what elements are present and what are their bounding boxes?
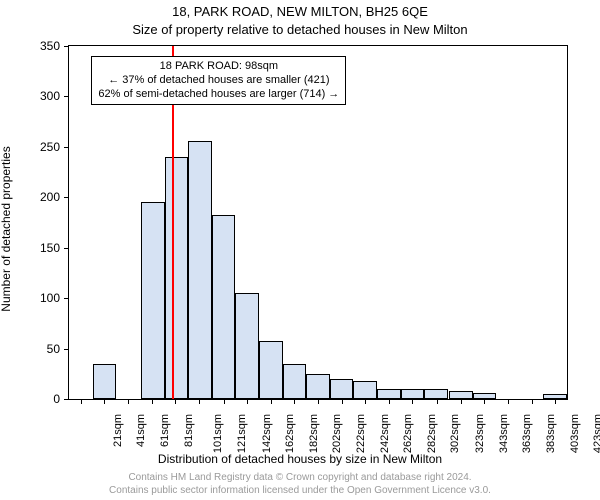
histogram-bar: [377, 389, 401, 399]
histogram-bar: [235, 293, 259, 399]
x-tick-mark: [128, 399, 129, 404]
y-tick-label: 350: [20, 39, 60, 53]
x-tick-mark: [152, 399, 153, 404]
chart-suptitle: 18, PARK ROAD, NEW MILTON, BH25 6QE: [0, 4, 600, 19]
y-tick-label: 0: [20, 392, 60, 406]
plot-area: 18 PARK ROAD: 98sqm ← 37% of detached ho…: [68, 45, 568, 400]
y-tick-mark: [64, 349, 69, 350]
histogram-bar: [283, 364, 307, 399]
x-tick-label: 202sqm: [332, 414, 344, 453]
histogram-bar: [401, 389, 425, 399]
annotation-line2: ← 37% of detached houses are smaller (42…: [98, 74, 339, 88]
x-tick-mark: [271, 399, 272, 404]
x-tick-label: 323sqm: [474, 414, 486, 453]
histogram-bar: [188, 141, 212, 399]
x-tick-label: 383sqm: [545, 414, 557, 453]
chart-page: 18, PARK ROAD, NEW MILTON, BH25 6QE Size…: [0, 0, 600, 500]
attribution-line2: Contains public sector information licen…: [0, 485, 600, 496]
x-tick-label: 21sqm: [112, 414, 124, 447]
x-tick-label: 222sqm: [355, 414, 367, 453]
x-tick-label: 343sqm: [498, 414, 510, 453]
x-tick-mark: [365, 399, 366, 404]
y-tick-mark: [64, 399, 69, 400]
annotation-line1: 18 PARK ROAD: 98sqm: [98, 60, 339, 74]
x-tick-mark: [199, 399, 200, 404]
x-tick-label: 302sqm: [450, 414, 462, 453]
attribution-line1: Contains HM Land Registry data © Crown c…: [0, 472, 600, 483]
histogram-bar: [353, 381, 377, 399]
histogram-bar: [93, 364, 117, 399]
x-tick-label: 162sqm: [284, 414, 296, 453]
histogram-bar: [424, 389, 448, 399]
y-tick-mark: [64, 298, 69, 299]
x-tick-label: 61sqm: [159, 414, 171, 447]
annotation-box: 18 PARK ROAD: 98sqm ← 37% of detached ho…: [91, 56, 346, 105]
x-tick-mark: [389, 399, 390, 404]
x-tick-mark: [175, 399, 176, 404]
y-tick-label: 200: [20, 190, 60, 204]
x-tick-label: 262sqm: [402, 414, 414, 453]
x-tick-label: 182sqm: [308, 414, 320, 453]
x-tick-mark: [294, 399, 295, 404]
x-tick-label: 81sqm: [183, 414, 195, 447]
x-tick-mark: [104, 399, 105, 404]
x-tick-label: 142sqm: [261, 414, 273, 453]
x-tick-label: 242sqm: [379, 414, 391, 453]
y-tick-label: 300: [20, 89, 60, 103]
histogram-bar: [330, 379, 354, 399]
x-tick-mark: [437, 399, 438, 404]
x-tick-label: 101sqm: [212, 414, 224, 453]
x-tick-mark: [318, 399, 319, 404]
x-tick-mark: [247, 399, 248, 404]
x-tick-mark: [484, 399, 485, 404]
x-tick-mark: [342, 399, 343, 404]
x-tick-mark: [532, 399, 533, 404]
x-tick-label: 121sqm: [236, 414, 248, 453]
histogram-bar: [141, 202, 165, 399]
x-tick-label: 423sqm: [592, 414, 600, 453]
x-tick-mark: [555, 399, 556, 404]
x-tick-mark: [461, 399, 462, 404]
x-tick-label: 41sqm: [135, 414, 147, 447]
x-tick-label: 403sqm: [569, 414, 581, 453]
y-tick-mark: [64, 147, 69, 148]
y-tick-mark: [64, 96, 69, 97]
annotation-line3: 62% of semi-detached houses are larger (…: [98, 88, 339, 102]
histogram-bar: [449, 391, 473, 399]
y-tick-mark: [64, 248, 69, 249]
y-tick-mark: [64, 197, 69, 198]
x-tick-label: 363sqm: [522, 414, 534, 453]
x-tick-mark: [81, 399, 82, 404]
histogram-bar: [212, 215, 236, 399]
x-tick-mark: [412, 399, 413, 404]
x-tick-mark: [224, 399, 225, 404]
histogram-bar: [306, 374, 330, 399]
y-tick-label: 100: [20, 291, 60, 305]
x-tick-label: 282sqm: [426, 414, 438, 453]
histogram-bar: [165, 157, 189, 399]
y-tick-label: 150: [20, 241, 60, 255]
x-tick-mark: [508, 399, 509, 404]
y-tick-label: 50: [20, 342, 60, 356]
x-axis-label: Distribution of detached houses by size …: [0, 452, 600, 466]
y-axis-label: Number of detached properties: [0, 146, 13, 311]
y-tick-mark: [64, 46, 69, 47]
y-tick-label: 250: [20, 140, 60, 154]
histogram-bar: [259, 341, 283, 399]
chart-title: Size of property relative to detached ho…: [0, 22, 600, 37]
